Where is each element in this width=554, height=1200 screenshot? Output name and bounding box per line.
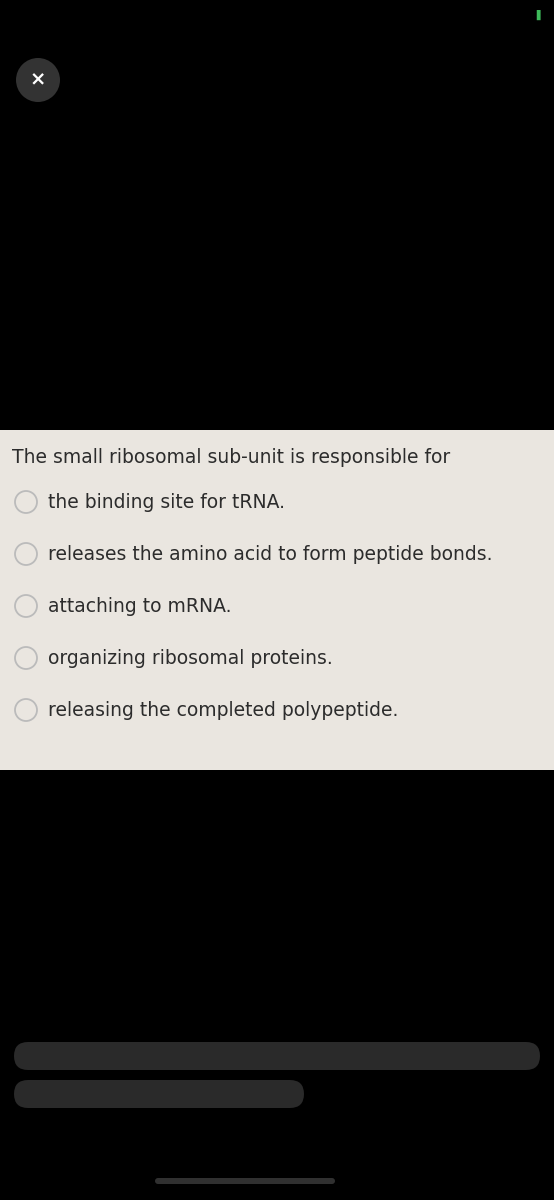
- Text: releasing the completed polypeptide.: releasing the completed polypeptide.: [48, 701, 398, 720]
- Text: the binding site for tRNA.: the binding site for tRNA.: [48, 492, 285, 511]
- FancyBboxPatch shape: [14, 1080, 304, 1108]
- Circle shape: [15, 542, 37, 565]
- Circle shape: [15, 491, 37, 514]
- Text: ×: ×: [30, 71, 46, 90]
- Circle shape: [15, 698, 37, 721]
- FancyBboxPatch shape: [14, 1042, 540, 1070]
- Circle shape: [15, 595, 37, 617]
- Circle shape: [15, 647, 37, 670]
- Text: ▐: ▐: [532, 10, 540, 20]
- Text: attaching to mRNA.: attaching to mRNA.: [48, 596, 232, 616]
- Text: releases the amino acid to form peptide bonds.: releases the amino acid to form peptide …: [48, 545, 493, 564]
- FancyBboxPatch shape: [155, 1178, 335, 1184]
- Bar: [0, 430, 554, 770]
- Circle shape: [16, 58, 60, 102]
- Text: The small ribosomal sub-unit is responsible for: The small ribosomal sub-unit is responsi…: [12, 448, 450, 467]
- Text: organizing ribosomal proteins.: organizing ribosomal proteins.: [48, 648, 333, 667]
